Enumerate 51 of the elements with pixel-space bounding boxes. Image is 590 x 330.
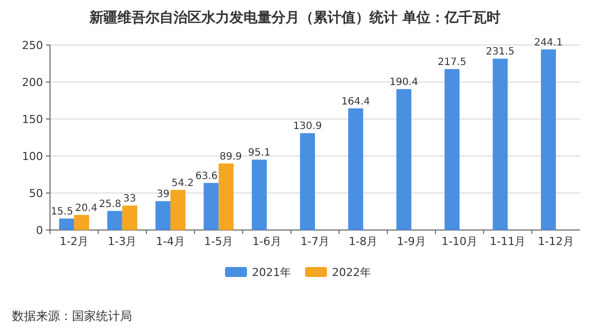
data-label: 231.5 — [486, 46, 515, 58]
x-tick-label: 1-12月 — [538, 235, 574, 248]
x-tick-label: 1-3月 — [108, 235, 137, 248]
data-label: 89.9 — [220, 151, 242, 162]
data-label: 20.4 — [75, 202, 98, 214]
bar — [444, 69, 460, 230]
data-label: 164.4 — [341, 96, 370, 108]
data-label: 33 — [123, 194, 136, 205]
bar — [300, 133, 315, 230]
x-tick-label: 1-5月 — [204, 235, 234, 248]
y-tick-label: 50 — [29, 187, 43, 200]
data-label: 217.5 — [438, 57, 466, 68]
data-label: 63.6 — [195, 170, 218, 182]
x-tick-label: 1-6月 — [252, 235, 282, 248]
bar — [170, 190, 186, 230]
y-tick-label: 200 — [22, 76, 43, 89]
data-label: 39 — [156, 189, 170, 200]
bar — [204, 182, 219, 230]
x-tick-label: 1-8月 — [348, 235, 378, 248]
bar — [252, 160, 267, 230]
y-tick-label: 100 — [22, 150, 43, 163]
bar — [155, 201, 170, 230]
x-tick-label: 1-9月 — [396, 235, 426, 248]
bar — [540, 49, 556, 230]
x-tick-label: 1-2月 — [60, 235, 89, 248]
legend-label: 2022年 — [332, 266, 371, 279]
y-tick-label: 150 — [22, 113, 43, 126]
chart-title: 新疆维吾尔自治区水力发电量分月（累计值）统计 单位：亿千瓦时 — [88, 9, 500, 26]
y-tick-label: 0 — [36, 224, 43, 237]
source-note: 数据来源：国家统计局 — [12, 309, 132, 323]
bar — [59, 218, 74, 230]
bar — [348, 108, 364, 230]
data-label: 25.8 — [99, 198, 122, 210]
bar — [122, 206, 138, 230]
y-tick-label: 250 — [22, 39, 43, 52]
x-tick-label: 1-10月 — [442, 235, 478, 248]
bar — [492, 58, 508, 230]
data-label: 244.1 — [534, 37, 563, 48]
data-label: 95.1 — [248, 148, 270, 159]
legend-label: 2021年 — [252, 266, 291, 279]
data-label: 190.4 — [390, 77, 418, 88]
bar — [107, 210, 122, 230]
x-tick-label: 1-11月 — [490, 235, 526, 248]
data-label: 54.2 — [171, 178, 194, 189]
data-label: 15.5 — [50, 206, 74, 218]
bar — [74, 214, 90, 230]
bar — [218, 163, 234, 230]
x-tick-label: 1-7月 — [300, 235, 330, 248]
data-label: 130.9 — [293, 121, 322, 132]
x-tick-label: 1-4月 — [156, 235, 185, 248]
bar — [396, 89, 412, 230]
